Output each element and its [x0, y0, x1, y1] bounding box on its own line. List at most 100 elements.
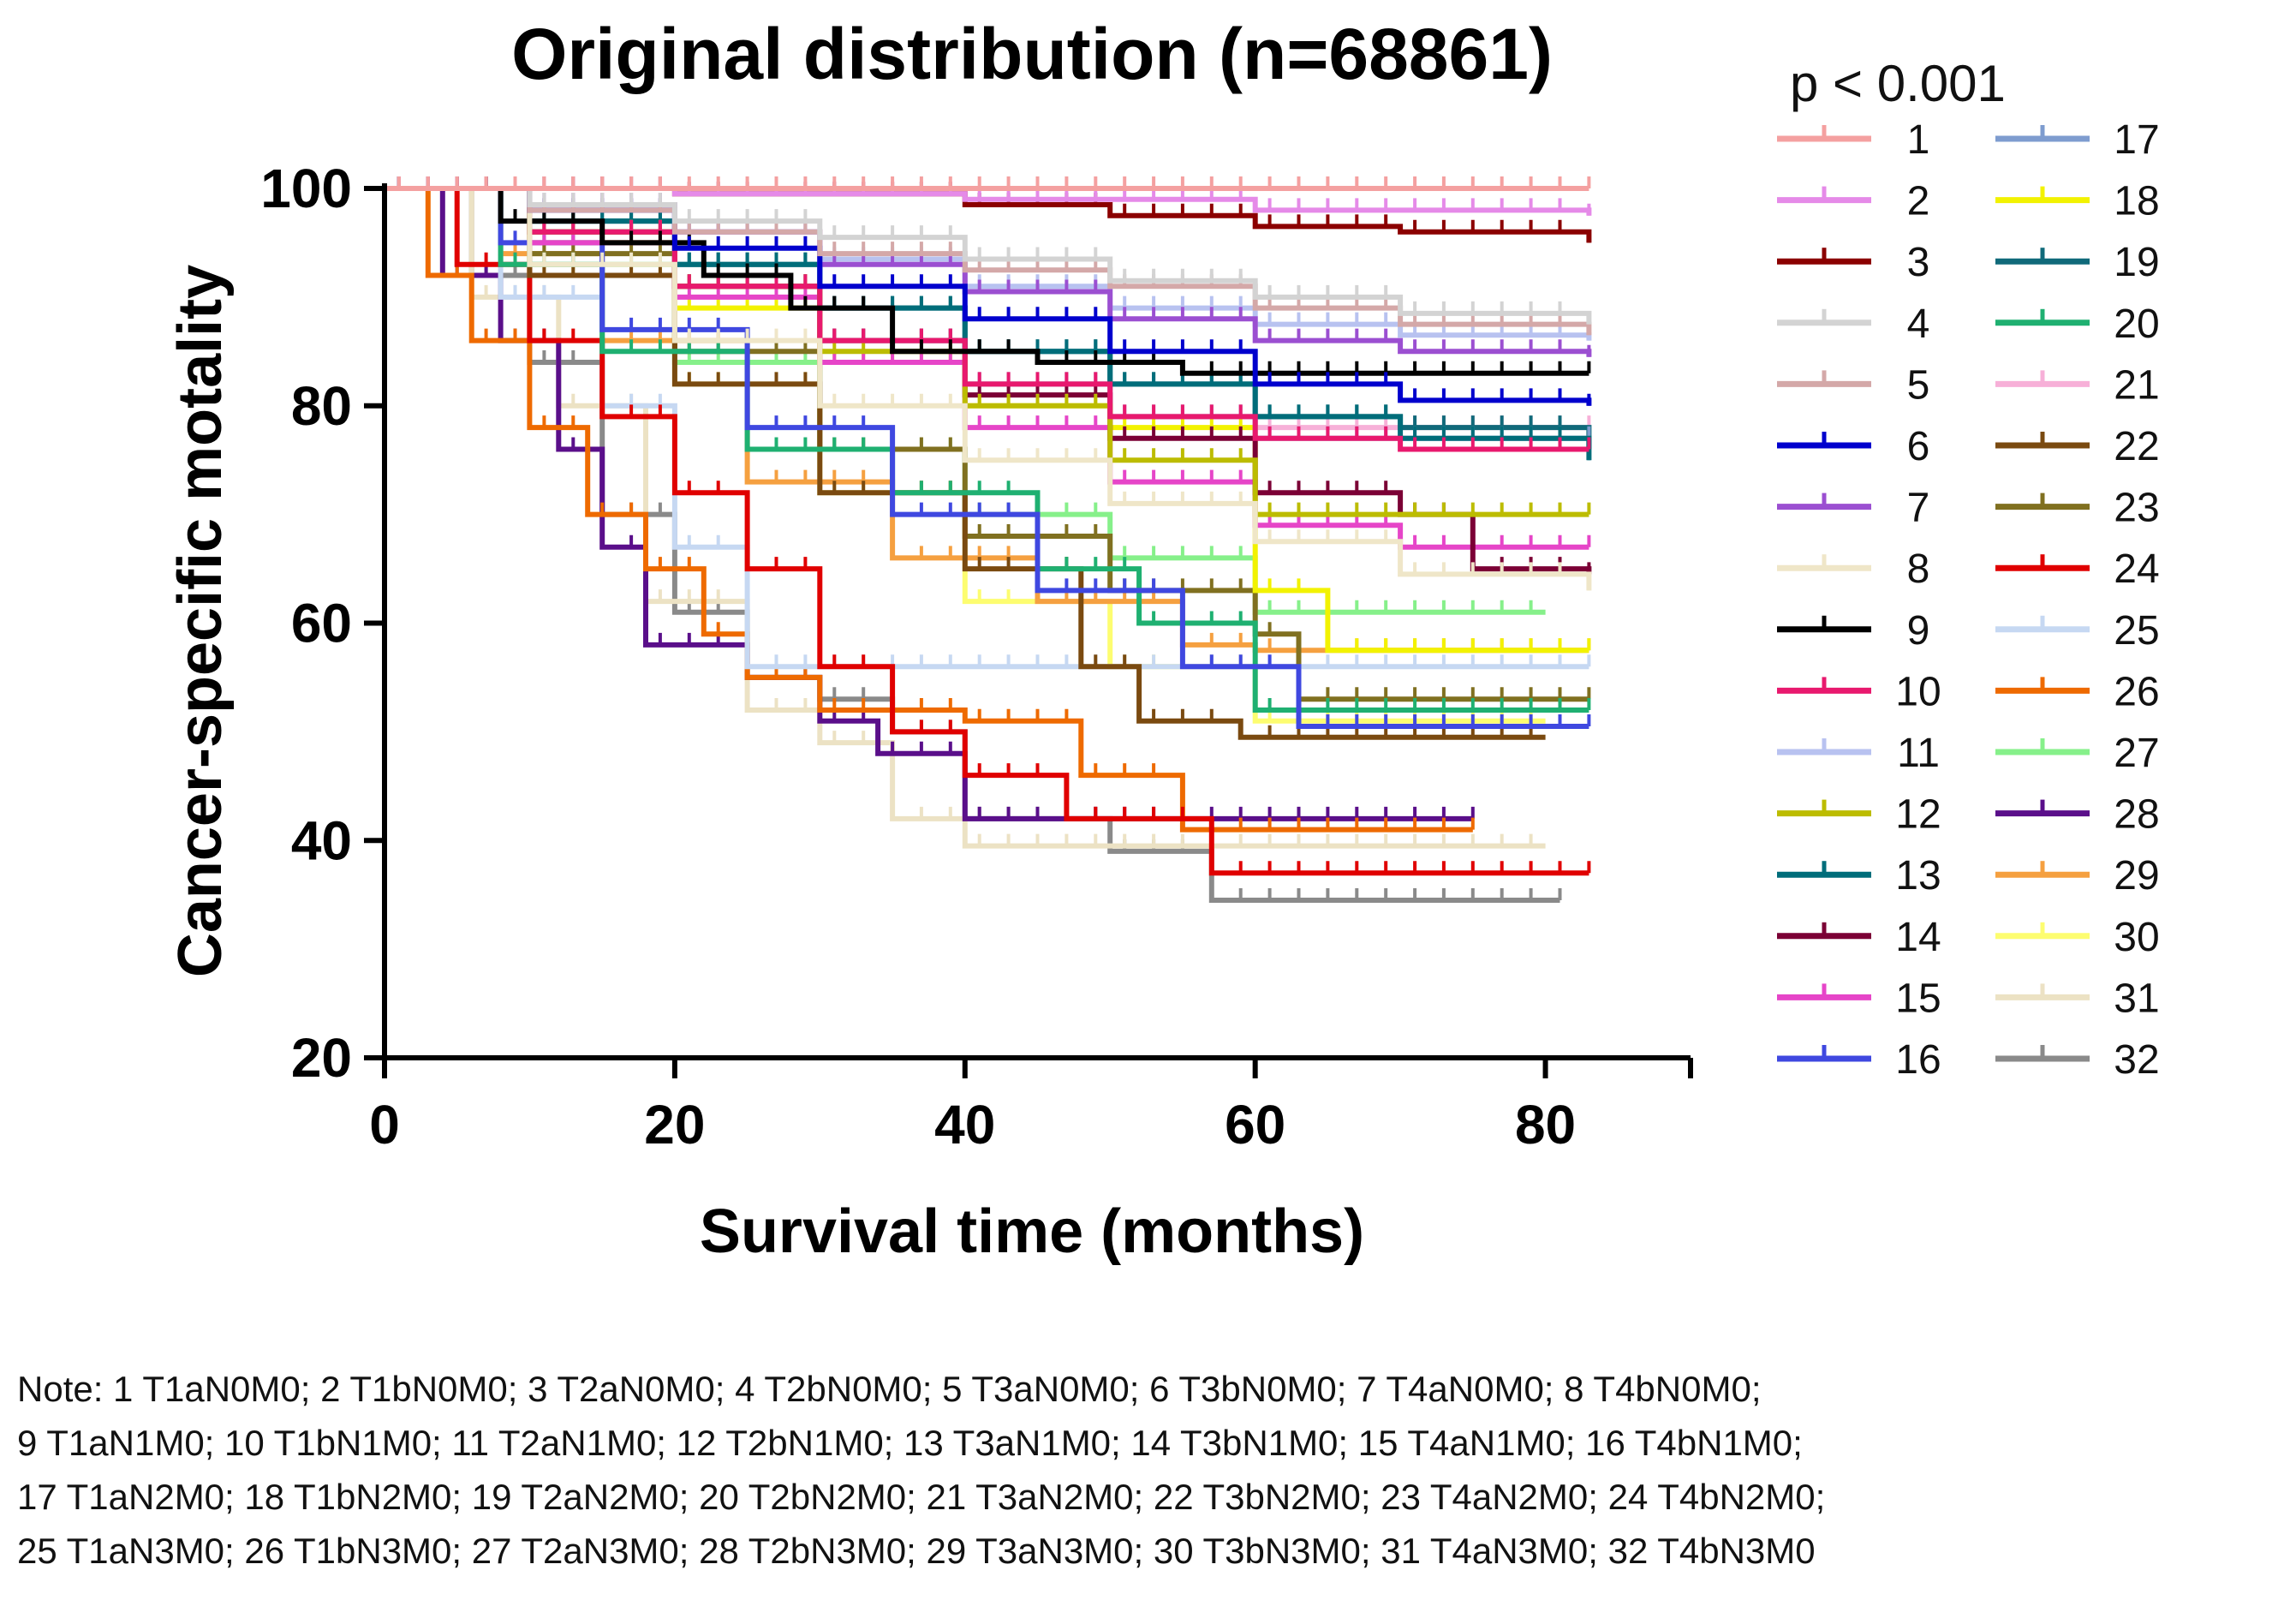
legend-item-5: 5 — [1777, 362, 1929, 408]
legend-label: 2 — [1907, 179, 1930, 224]
censor-ticks-20 — [397, 176, 1591, 710]
series-21 — [385, 176, 1591, 431]
legend-item-15: 15 — [1777, 976, 1941, 1021]
x-tick-label: 60 — [1225, 1094, 1285, 1155]
censor-ticks-12 — [397, 176, 1591, 515]
series-line-4 — [385, 186, 1592, 325]
note-line: Note: 1 T1aN0M0; 2 T1bN0M0; 3 T2aN0M0; 4… — [17, 1369, 1762, 1409]
legend-label: 26 — [2114, 669, 2159, 714]
legend-label: 27 — [2114, 731, 2159, 776]
legend-label: 7 — [1907, 486, 1930, 531]
note-line: 9 T1aN1M0; 10 T1bN1M0; 11 T2aN1M0; 12 T2… — [17, 1423, 1803, 1463]
censor-ticks-24 — [397, 176, 1591, 874]
y-tick-label: 20 — [291, 1027, 352, 1089]
legend-label: 3 — [1907, 240, 1930, 285]
legend-label: 12 — [1895, 792, 1941, 838]
legend-label: 9 — [1907, 608, 1930, 654]
legend-title: p < 0.001 — [1790, 55, 2006, 112]
legend-item-8: 8 — [1777, 546, 1929, 592]
legend-label: 25 — [2114, 608, 2159, 654]
legend-item-4: 4 — [1777, 302, 1929, 347]
legend-label: 1 — [1907, 117, 1930, 163]
series-line-7 — [385, 186, 1592, 357]
legend-label: 22 — [2114, 424, 2159, 469]
x-axis-label: Survival time (months) — [700, 1197, 1364, 1266]
legend-item-3: 3 — [1777, 240, 1929, 285]
legend-item-30: 30 — [1995, 915, 2160, 960]
censor-ticks-1 — [397, 176, 1591, 188]
legend-item-32: 32 — [1995, 1037, 2160, 1083]
chart-title: Original distribution (n=68861) — [511, 14, 1553, 94]
x-tick-label: 0 — [369, 1094, 400, 1155]
legend-label: 19 — [2114, 240, 2159, 285]
legend-label: 31 — [2114, 976, 2159, 1021]
note-line: 25 T1aN3M0; 26 T1bN3M0; 27 T2aN3M0; 28 T… — [17, 1531, 1816, 1571]
legend-item-20: 20 — [1995, 302, 2160, 347]
legend-item-17: 17 — [1995, 117, 2160, 163]
legend-label: 24 — [2114, 546, 2159, 592]
legend-item-2: 2 — [1777, 179, 1929, 224]
series-1 — [385, 176, 1591, 191]
legend-item-31: 31 — [1995, 976, 2160, 1021]
legend-item-18: 18 — [1995, 179, 2160, 224]
axes: 20 40 60 80 100 0 20 40 60 80 — [260, 158, 1693, 1155]
series-line-9 — [385, 186, 1589, 376]
legend-label: 20 — [2114, 302, 2159, 347]
series-line-21 — [385, 186, 1589, 431]
legend-label: 11 — [1897, 731, 1940, 776]
censor-ticks-18 — [397, 176, 1591, 651]
legend-label: 4 — [1907, 302, 1930, 347]
x-tick-label: 80 — [1515, 1094, 1576, 1155]
legend: 1234567891011121314151617181920212223242… — [1777, 117, 2160, 1083]
legend-item-11: 11 — [1777, 731, 1940, 776]
legend-label: 18 — [2114, 179, 2159, 224]
legend-item-7: 7 — [1777, 486, 1929, 531]
legend-item-22: 22 — [1995, 424, 2160, 469]
legend-label: 21 — [2114, 362, 2159, 408]
series-29 — [385, 176, 1591, 654]
series-12 — [385, 176, 1591, 517]
legend-item-21: 21 — [1995, 362, 2160, 408]
plot-area — [385, 176, 1592, 903]
legend-item-25: 25 — [1995, 608, 2160, 654]
legend-label: 30 — [2114, 915, 2159, 960]
legend-label: 28 — [2114, 792, 2159, 838]
censor-ticks-21 — [397, 176, 1591, 428]
legend-label: 32 — [2114, 1037, 2159, 1083]
legend-item-6: 6 — [1777, 424, 1929, 469]
series-20 — [385, 176, 1591, 713]
legend-label: 16 — [1895, 1037, 1941, 1083]
x-tick-label: 20 — [644, 1094, 705, 1155]
legend-item-13: 13 — [1777, 853, 1941, 899]
series-18 — [385, 176, 1591, 654]
series-24 — [385, 176, 1591, 876]
series-line-3 — [385, 186, 1592, 243]
x-tick-label: 40 — [934, 1094, 995, 1155]
legend-item-16: 16 — [1777, 1037, 1941, 1083]
series-26 — [385, 176, 1475, 833]
y-axis-label: Cancer-specific motality — [166, 265, 235, 977]
legend-item-14: 14 — [1777, 915, 1941, 960]
y-tick-label: 80 — [291, 375, 352, 437]
legend-label: 15 — [1895, 976, 1941, 1021]
legend-item-9: 9 — [1777, 608, 1929, 654]
y-tick-label: 100 — [260, 158, 352, 219]
legend-item-1: 1 — [1777, 117, 1929, 163]
censor-ticks-25 — [397, 176, 1591, 667]
legend-item-19: 19 — [1995, 240, 2160, 285]
legend-label: 17 — [2114, 117, 2159, 163]
legend-label: 23 — [2114, 486, 2159, 531]
legend-item-12: 12 — [1777, 792, 1941, 838]
legend-label: 10 — [1895, 669, 1941, 714]
legend-item-26: 26 — [1995, 669, 2160, 714]
legend-item-10: 10 — [1777, 669, 1941, 714]
legend-item-28: 28 — [1995, 792, 2160, 838]
legend-label: 5 — [1907, 362, 1930, 408]
series-25 — [385, 176, 1591, 670]
y-tick-label: 60 — [291, 593, 352, 654]
note: Note: 1 T1aN0M0; 2 T1bN0M0; 3 T2aN0M0; 4… — [17, 1362, 2287, 1578]
series-line-26 — [385, 186, 1473, 833]
note-line: 17 T1aN2M0; 18 T1bN2M0; 19 T2aN2M0; 20 T… — [17, 1477, 1826, 1517]
series-line-24 — [385, 186, 1589, 876]
